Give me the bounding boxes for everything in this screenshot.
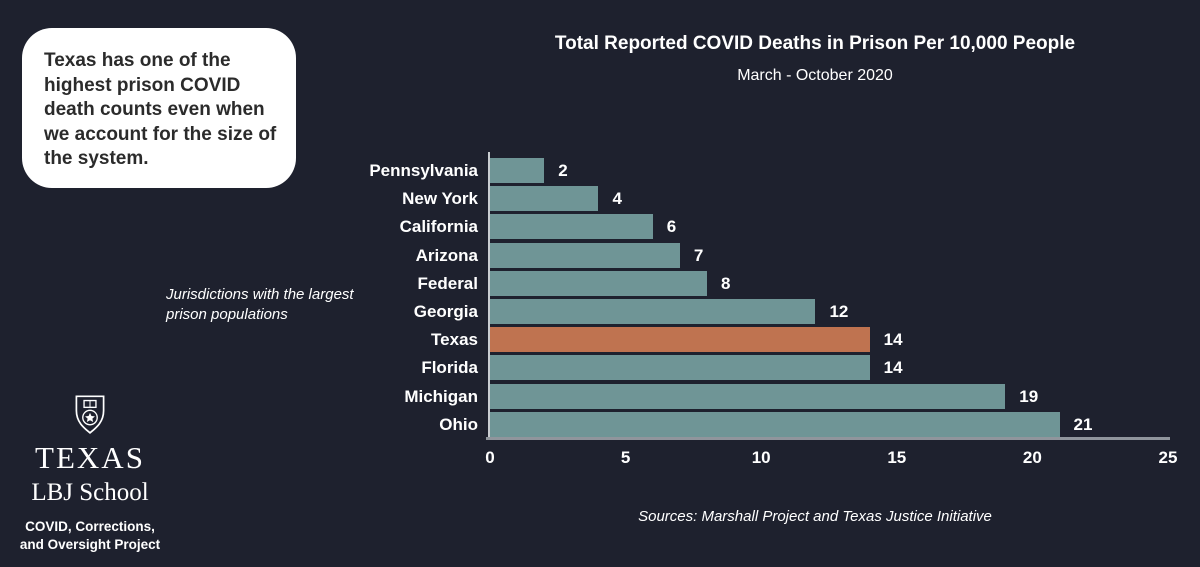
category-label-ohio: Ohio xyxy=(439,414,478,434)
logo-project-line1: COVID, Corrections, xyxy=(25,519,155,534)
logo-project-name: COVID, Corrections, and Oversight Projec… xyxy=(20,518,160,553)
x-tick-label-20: 20 xyxy=(1022,448,1042,467)
bar-texas xyxy=(490,327,870,353)
bar-chart: 2 4 6 7 8 12 14 14 19 21 0 5 10 15 20 25 xyxy=(485,152,1177,467)
chart-subtitle: March - October 2020 xyxy=(737,67,893,84)
x-tick-label-15: 15 xyxy=(887,448,907,467)
category-label-federal: Federal xyxy=(417,273,478,293)
bar-michigan xyxy=(490,383,1006,409)
bar-ohio xyxy=(490,411,1060,437)
bar-federal xyxy=(490,270,707,296)
category-labels: Pennsylvania New York California Arizona Fed… xyxy=(260,155,478,437)
chart-title: Total Reported COVID Deaths in Prison Pe… xyxy=(554,33,1076,54)
category-label-arizona: Arizona xyxy=(415,245,478,265)
bar-new-york xyxy=(490,186,599,212)
bar-value-label: 12 xyxy=(829,302,849,321)
callout-text: Texas has one of the highest prison COVI… xyxy=(44,50,277,169)
bar-value-label: 14 xyxy=(883,330,903,350)
chart-header: Total Reported COVID Deaths in Prison Pe… xyxy=(430,33,1200,85)
bar-value-label: 4 xyxy=(612,189,622,209)
bar-georgia xyxy=(490,299,816,324)
category-label-texas: Texas xyxy=(431,330,478,350)
bar-value-label: 6 xyxy=(666,217,677,237)
sources-note: Sources: Marshall Project and Texas Just… xyxy=(638,508,992,525)
logo-project-line2: and Oversight Project xyxy=(19,536,161,552)
callout-box: Texas has one of the highest prison COVI… xyxy=(22,28,296,188)
bar-california xyxy=(490,214,653,240)
bar-florida xyxy=(490,355,870,381)
x-axis-ticks: 0 5 10 15 20 25 xyxy=(485,437,1177,467)
logo-brand-texas: TEXAS xyxy=(35,440,145,475)
bar-value-label: 19 xyxy=(1019,386,1039,406)
logo-block: TEXAS LBJ School COVID, Corrections, and… xyxy=(0,394,180,553)
x-tick-label-25: 25 xyxy=(1158,448,1178,467)
x-tick-label-10: 10 xyxy=(751,448,771,467)
bar-arizona xyxy=(490,242,680,268)
plot-area: 2 4 6 7 8 12 14 14 19 21 xyxy=(490,155,1168,437)
category-label-new-york: New York xyxy=(402,189,478,209)
bar-pennsylvania xyxy=(490,158,545,183)
bar-value-label: 2 xyxy=(558,161,568,180)
x-tick-label-0: 0 xyxy=(485,448,495,467)
category-label-florida: Florida xyxy=(421,358,478,378)
texas-shield-icon xyxy=(75,395,105,434)
y-axis-line xyxy=(488,152,490,437)
x-tick-label-5: 5 xyxy=(620,448,631,467)
x-axis-line xyxy=(486,437,1170,440)
annotation-text: Jurisdictions with the largest prison po… xyxy=(166,286,354,323)
logo-brand-lbj-school: LBJ School xyxy=(31,479,149,506)
bar-value-label: 8 xyxy=(720,273,731,293)
bar-value-label: 7 xyxy=(693,245,704,265)
category-label-michigan: Michigan xyxy=(404,386,478,406)
bar-value-label: 21 xyxy=(1073,414,1093,434)
bar-value-label: 14 xyxy=(883,358,903,378)
category-label-california: California xyxy=(399,217,478,237)
category-label-georgia: Georgia xyxy=(413,302,478,321)
category-label-pennsylvania: Pennsylvania xyxy=(369,161,478,180)
